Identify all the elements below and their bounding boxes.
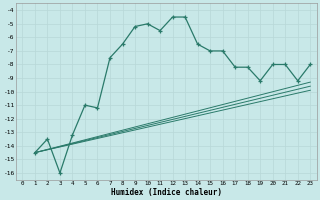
X-axis label: Humidex (Indice chaleur): Humidex (Indice chaleur): [111, 188, 222, 197]
